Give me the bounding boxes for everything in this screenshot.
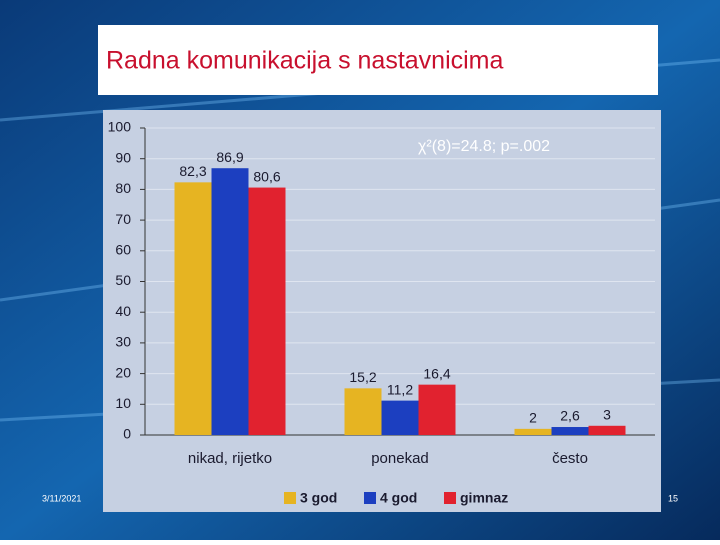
x-tick-label: nikad, rijetko [188,450,272,467]
page-number: 15 [668,493,678,503]
bar [211,168,249,436]
value-label: 15,2 [349,369,376,385]
y-tick-label: 10 [115,395,131,411]
value-label: 3 [603,406,611,422]
y-tick-label: 20 [115,364,131,380]
bar [248,187,286,435]
legend-label: gimnaz [460,490,508,506]
legend-label: 3 god [300,490,337,506]
bar [588,425,626,435]
value-label: 86,9 [216,149,243,165]
value-label: 2,6 [560,408,580,424]
title-box [98,25,658,95]
date: 3/11/2021 [42,493,81,503]
value-label: 80,6 [253,168,280,184]
legend-swatch [444,492,456,504]
bar [551,427,589,435]
bar [418,384,456,435]
legend-swatch [364,492,376,504]
value-label: 2 [529,410,537,426]
legend-swatch [284,492,296,504]
y-tick-label: 70 [115,211,131,227]
legend [276,485,510,512]
value-label: 82,3 [179,163,206,179]
bar [381,400,419,435]
value-label: 16,4 [423,365,450,381]
x-tick-label: često [552,450,588,467]
annotation: χ²(8)=24.8; p=.002 [418,138,550,155]
value-label: 11,2 [387,381,413,397]
chart-title: Radna komunikacija s nastavnicima [106,47,504,75]
y-tick-label: 100 [108,119,132,135]
legend-label: 4 god [380,490,417,506]
y-tick-label: 60 [115,242,131,258]
y-tick-label: 50 [115,272,131,288]
x-tick-label: ponekad [371,450,429,467]
bar [174,182,212,435]
bar [514,428,552,435]
y-tick-label: 80 [115,180,131,196]
bar [344,388,382,435]
y-tick-label: 30 [115,334,131,350]
y-tick-label: 90 [115,149,131,165]
y-tick-label: 0 [123,426,131,442]
y-tick-label: 40 [115,303,131,319]
plot: 0 10 20 30 40 50 60 70 80 90 100 nikad, rijetko 82,3… [108,119,655,506]
